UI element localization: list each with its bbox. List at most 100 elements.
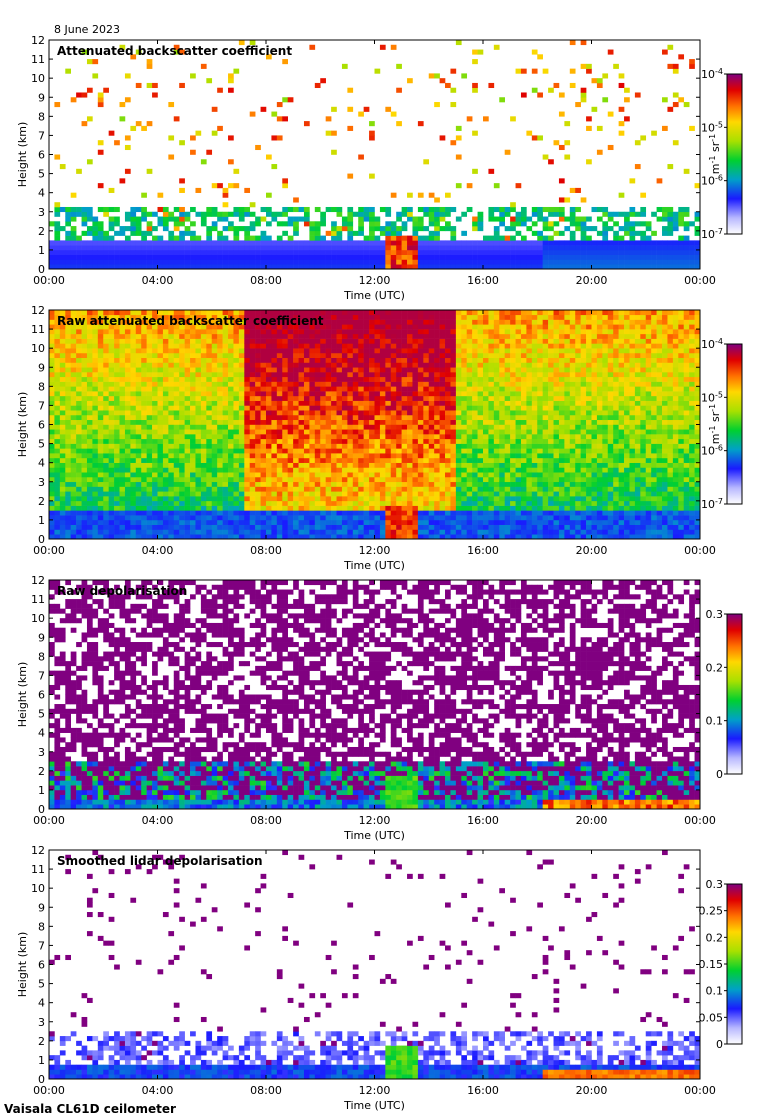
y-tick-label: 6 [38, 689, 45, 702]
y-tick-label: 9 [38, 361, 45, 374]
colorbar-tick-label: 10-5 [701, 390, 723, 405]
x-tick-label: 12:00 [359, 814, 391, 827]
y-axis-label: Height (km) [16, 122, 29, 188]
x-tick-label: 00:00 [33, 1084, 65, 1097]
colorbar-tick-label: 0.1 [706, 715, 724, 728]
colorbar-tick-label: 0.15 [699, 958, 724, 971]
x-tick-label: 00:00 [33, 544, 65, 557]
y-tick-label: 1 [38, 514, 45, 527]
y-tick-label: 9 [38, 631, 45, 644]
x-tick-label: 16:00 [467, 274, 499, 287]
colorbar-tick-label: 0.3 [706, 608, 724, 621]
y-tick-label: 0 [38, 263, 45, 276]
x-tick-label: 04:00 [142, 274, 174, 287]
x-tick-label: 16:00 [467, 814, 499, 827]
x-tick-label: 08:00 [250, 274, 282, 287]
y-tick-label: 4 [38, 727, 45, 740]
x-tick-label: 08:00 [250, 544, 282, 557]
colorbar-tick-label: 10-5 [701, 120, 723, 135]
y-tick-label: 2 [38, 765, 45, 778]
colorbar-tick-label: 10-6 [701, 173, 723, 188]
colorbar-tick-label: 10-4 [701, 67, 723, 82]
y-tick-label: 5 [38, 168, 45, 181]
y-tick-label: 10 [31, 72, 45, 85]
panel-title: Raw depolarisation [57, 584, 187, 598]
x-tick-label: 20:00 [576, 544, 608, 557]
heatmap-field [49, 40, 701, 270]
colorbar-tick-label: 10-4 [701, 337, 723, 352]
y-tick-label: 1 [38, 784, 45, 797]
y-tick-label: 12 [31, 34, 45, 47]
y-tick-label: 10 [31, 342, 45, 355]
x-tick-label: 04:00 [142, 1084, 174, 1097]
y-tick-label: 8 [38, 380, 45, 393]
colorbar-tick-label: 0.1 [706, 985, 724, 998]
y-tick-label: 3 [38, 206, 45, 219]
x-axis-label: Time (UTC) [343, 829, 405, 842]
colorbar-unit-label: m-1 sr-1 [708, 404, 723, 444]
x-tick-label: 00:00 [684, 544, 716, 557]
colorbar-tick-label: 0.25 [699, 905, 724, 918]
y-tick-label: 8 [38, 650, 45, 663]
y-tick-label: 3 [38, 476, 45, 489]
y-tick-label: 4 [38, 997, 45, 1010]
y-tick-label: 3 [38, 1016, 45, 1029]
y-tick-label: 2 [38, 225, 45, 238]
y-tick-label: 4 [38, 457, 45, 470]
x-tick-label: 12:00 [359, 544, 391, 557]
x-tick-label: 00:00 [33, 274, 65, 287]
footer-label: Vaisala CL61D ceilometer [4, 1102, 176, 1116]
x-tick-label: 12:00 [359, 274, 391, 287]
y-tick-label: 7 [38, 129, 45, 142]
x-tick-label: 08:00 [250, 814, 282, 827]
x-tick-label: 04:00 [142, 544, 174, 557]
y-tick-label: 6 [38, 149, 45, 162]
y-tick-label: 6 [38, 419, 45, 432]
y-tick-label: 5 [38, 708, 45, 721]
x-axis-label: Time (UTC) [343, 1099, 405, 1112]
colorbar [726, 613, 743, 775]
colorbar-tick-label: 10-6 [701, 443, 723, 458]
x-axis-label: Time (UTC) [343, 289, 405, 302]
colorbar-tick-label: 10-7 [701, 497, 723, 512]
y-tick-label: 11 [31, 863, 45, 876]
colorbar [726, 343, 743, 505]
panel-title: Raw attenuated backscatter coefficient [57, 314, 324, 328]
colorbar-tick-label: 0.05 [699, 1011, 724, 1024]
y-tick-label: 5 [38, 978, 45, 991]
heatmap-field [49, 580, 701, 810]
colorbar-unit-label: m-1 sr-1 [708, 134, 723, 174]
colorbar-tick-label: 0 [716, 768, 723, 781]
y-tick-label: 11 [31, 53, 45, 66]
x-tick-label: 20:00 [576, 274, 608, 287]
colorbar [726, 883, 743, 1045]
x-tick-label: 20:00 [576, 1084, 608, 1097]
y-tick-label: 11 [31, 323, 45, 336]
y-tick-label: 0 [38, 533, 45, 546]
colorbar [726, 73, 743, 235]
x-tick-label: 00:00 [684, 814, 716, 827]
y-tick-label: 9 [38, 901, 45, 914]
x-tick-label: 16:00 [467, 1084, 499, 1097]
y-tick-label: 8 [38, 110, 45, 123]
x-tick-label: 00:00 [684, 1084, 716, 1097]
y-tick-label: 4 [38, 187, 45, 200]
y-tick-label: 12 [31, 574, 45, 587]
colorbar-tick-label: 0.2 [706, 931, 724, 944]
y-tick-label: 2 [38, 495, 45, 508]
y-axis-label: Height (km) [16, 932, 29, 998]
panel-title: Smoothed lidar depolarisation [57, 854, 263, 868]
colorbar-tick-label: 0.3 [706, 878, 724, 891]
y-tick-label: 6 [38, 959, 45, 972]
x-tick-label: 16:00 [467, 544, 499, 557]
x-tick-label: 08:00 [250, 1084, 282, 1097]
y-axis-label: Height (km) [16, 392, 29, 458]
y-tick-label: 0 [38, 1073, 45, 1086]
y-tick-label: 10 [31, 612, 45, 625]
y-tick-label: 1 [38, 244, 45, 257]
y-tick-label: 12 [31, 844, 45, 857]
y-tick-label: 7 [38, 399, 45, 412]
